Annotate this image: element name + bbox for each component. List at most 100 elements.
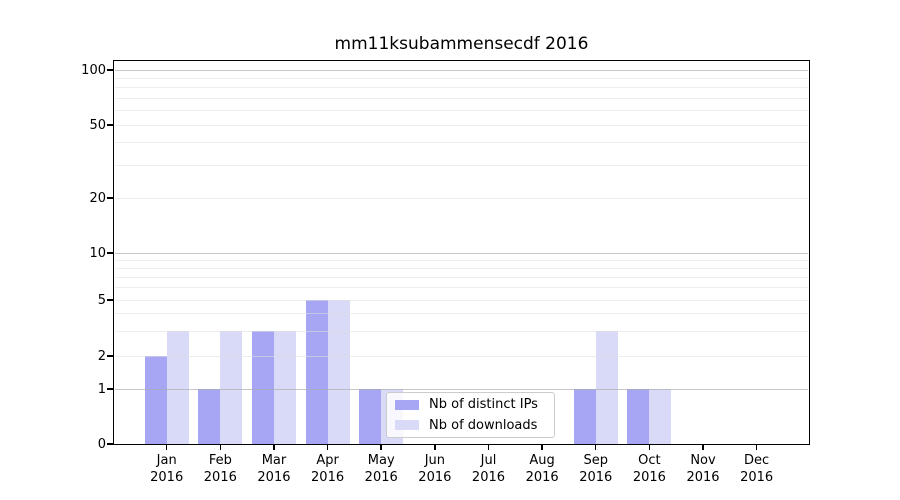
x-axis-tick — [541, 445, 543, 450]
x-tick-year: 2016 — [579, 470, 613, 485]
x-axis-tick-label: Jun 2016 — [403, 452, 467, 486]
x-tick-year: 2016 — [471, 470, 506, 485]
x-axis-tick — [755, 445, 758, 450]
legend-label-distinct-ips: Nb of distinct IPs — [429, 397, 538, 413]
x-axis-tick — [434, 445, 436, 450]
x-tick-month: Jun — [424, 453, 445, 468]
major-gridline — [115, 388, 808, 390]
x-tick-month: Mar — [261, 453, 287, 468]
minor-gridline — [115, 299, 808, 301]
x-axis-tick — [165, 445, 168, 450]
minor-gridline — [115, 259, 808, 261]
minor-gridline — [115, 110, 808, 112]
y-axis-tick-label: 50 — [89, 117, 106, 133]
legend-item-distinct-ips: Nb of distinct IPs — [395, 396, 546, 414]
x-tick-year: 2016 — [686, 470, 720, 485]
x-tick-month: Feb — [208, 453, 232, 468]
y-axis-tick-label: 0 — [97, 436, 106, 452]
y-axis-tick — [107, 197, 113, 199]
legend-swatch-distinct-ips — [395, 399, 419, 410]
x-tick-month: Aug — [529, 453, 555, 468]
minor-gridline — [115, 165, 808, 167]
minor-gridline — [115, 87, 808, 89]
x-axis-tick-label: May 2016 — [349, 452, 413, 486]
y-axis-tick-label: 100 — [81, 62, 106, 78]
bar-distinct-ips-apr — [305, 300, 328, 444]
minor-gridline — [115, 77, 808, 79]
x-axis-tick — [273, 445, 275, 450]
x-tick-year: 2016 — [525, 470, 559, 485]
y-axis-tick-label: 2 — [97, 348, 106, 364]
bar-downloads-sep — [595, 331, 618, 444]
major-gridline — [115, 69, 808, 71]
x-tick-month: Jul — [480, 453, 497, 468]
x-tick-month: May — [367, 453, 395, 468]
x-tick-year: 2016 — [418, 470, 452, 485]
x-axis-tick-label: Nov 2016 — [671, 452, 735, 486]
legend-swatch-downloads — [395, 420, 419, 431]
x-tick-month: Apr — [316, 453, 339, 468]
x-axis-tick — [648, 445, 651, 450]
minor-gridline — [115, 330, 808, 332]
x-axis-tick-label: Dec 2016 — [725, 452, 789, 486]
minor-gridline — [115, 142, 808, 144]
x-axis-tick — [380, 445, 382, 450]
minor-gridline — [115, 267, 808, 269]
y-axis-tick-label: 5 — [97, 292, 106, 308]
x-tick-month: Sep — [583, 453, 608, 468]
y-axis-tick — [107, 299, 113, 301]
x-axis-tick — [219, 445, 222, 450]
bar-downloads-feb — [220, 331, 243, 444]
bar-downloads-mar — [273, 331, 296, 444]
y-axis-tick-label: 10 — [89, 245, 106, 261]
y-axis-tick-label: 1 — [97, 381, 106, 397]
bar-distinct-ips-jan — [144, 356, 167, 444]
x-tick-month: Dec — [744, 453, 770, 468]
y-axis-tick — [107, 69, 113, 71]
y-axis-tick — [107, 388, 113, 390]
x-tick-year: 2016 — [203, 470, 237, 485]
x-axis-tick-label: Sep 2016 — [564, 452, 628, 486]
minor-gridline — [115, 197, 808, 199]
bar-distinct-ips-sep — [573, 389, 596, 444]
bar-downloads-apr — [327, 300, 350, 444]
x-tick-year: 2016 — [150, 470, 184, 485]
x-axis-tick — [594, 445, 597, 450]
y-axis-tick — [107, 443, 113, 445]
legend: Nb of distinct IPs Nb of downloads — [386, 392, 555, 438]
minor-gridline — [115, 276, 808, 278]
minor-gridline — [115, 287, 808, 289]
bar-distinct-ips-may — [359, 389, 382, 444]
x-tick-year: 2016 — [311, 470, 345, 485]
x-axis-tick-label: Aug 2016 — [510, 452, 574, 486]
minor-gridline — [115, 97, 808, 99]
x-tick-month: Jan — [156, 453, 177, 468]
minor-gridline — [115, 355, 808, 357]
bar-distinct-ips-oct — [627, 389, 650, 444]
x-tick-year: 2016 — [740, 470, 774, 485]
x-axis-tick-label: Apr 2016 — [296, 452, 360, 486]
x-tick-month: Nov — [690, 453, 716, 468]
bar-distinct-ips-feb — [198, 389, 221, 444]
x-tick-year: 2016 — [632, 470, 666, 485]
legend-item-downloads: Nb of downloads — [395, 417, 546, 435]
y-axis-tick — [107, 355, 113, 357]
x-axis-tick-label: Jul 2016 — [456, 452, 520, 486]
minor-gridline — [115, 313, 808, 315]
x-axis-tick-label: Oct 2016 — [617, 452, 681, 486]
y-axis-tick — [107, 252, 113, 254]
x-tick-year: 2016 — [257, 470, 291, 485]
x-axis-tick-label: Feb 2016 — [188, 452, 252, 486]
y-axis-tick — [107, 124, 113, 126]
x-axis-tick-label: Mar 2016 — [242, 452, 306, 486]
bar-distinct-ips-mar — [251, 331, 274, 444]
chart-title: mm11ksubammensecdf 2016 — [334, 34, 589, 54]
minor-gridline — [115, 124, 808, 126]
legend-label-downloads: Nb of downloads — [429, 417, 538, 433]
y-axis-tick-label: 20 — [89, 190, 106, 206]
bar-downloads-jan — [166, 331, 189, 444]
x-axis-tick-label: Jan 2016 — [135, 452, 199, 486]
x-axis-tick — [487, 445, 490, 450]
major-gridline — [115, 252, 808, 254]
